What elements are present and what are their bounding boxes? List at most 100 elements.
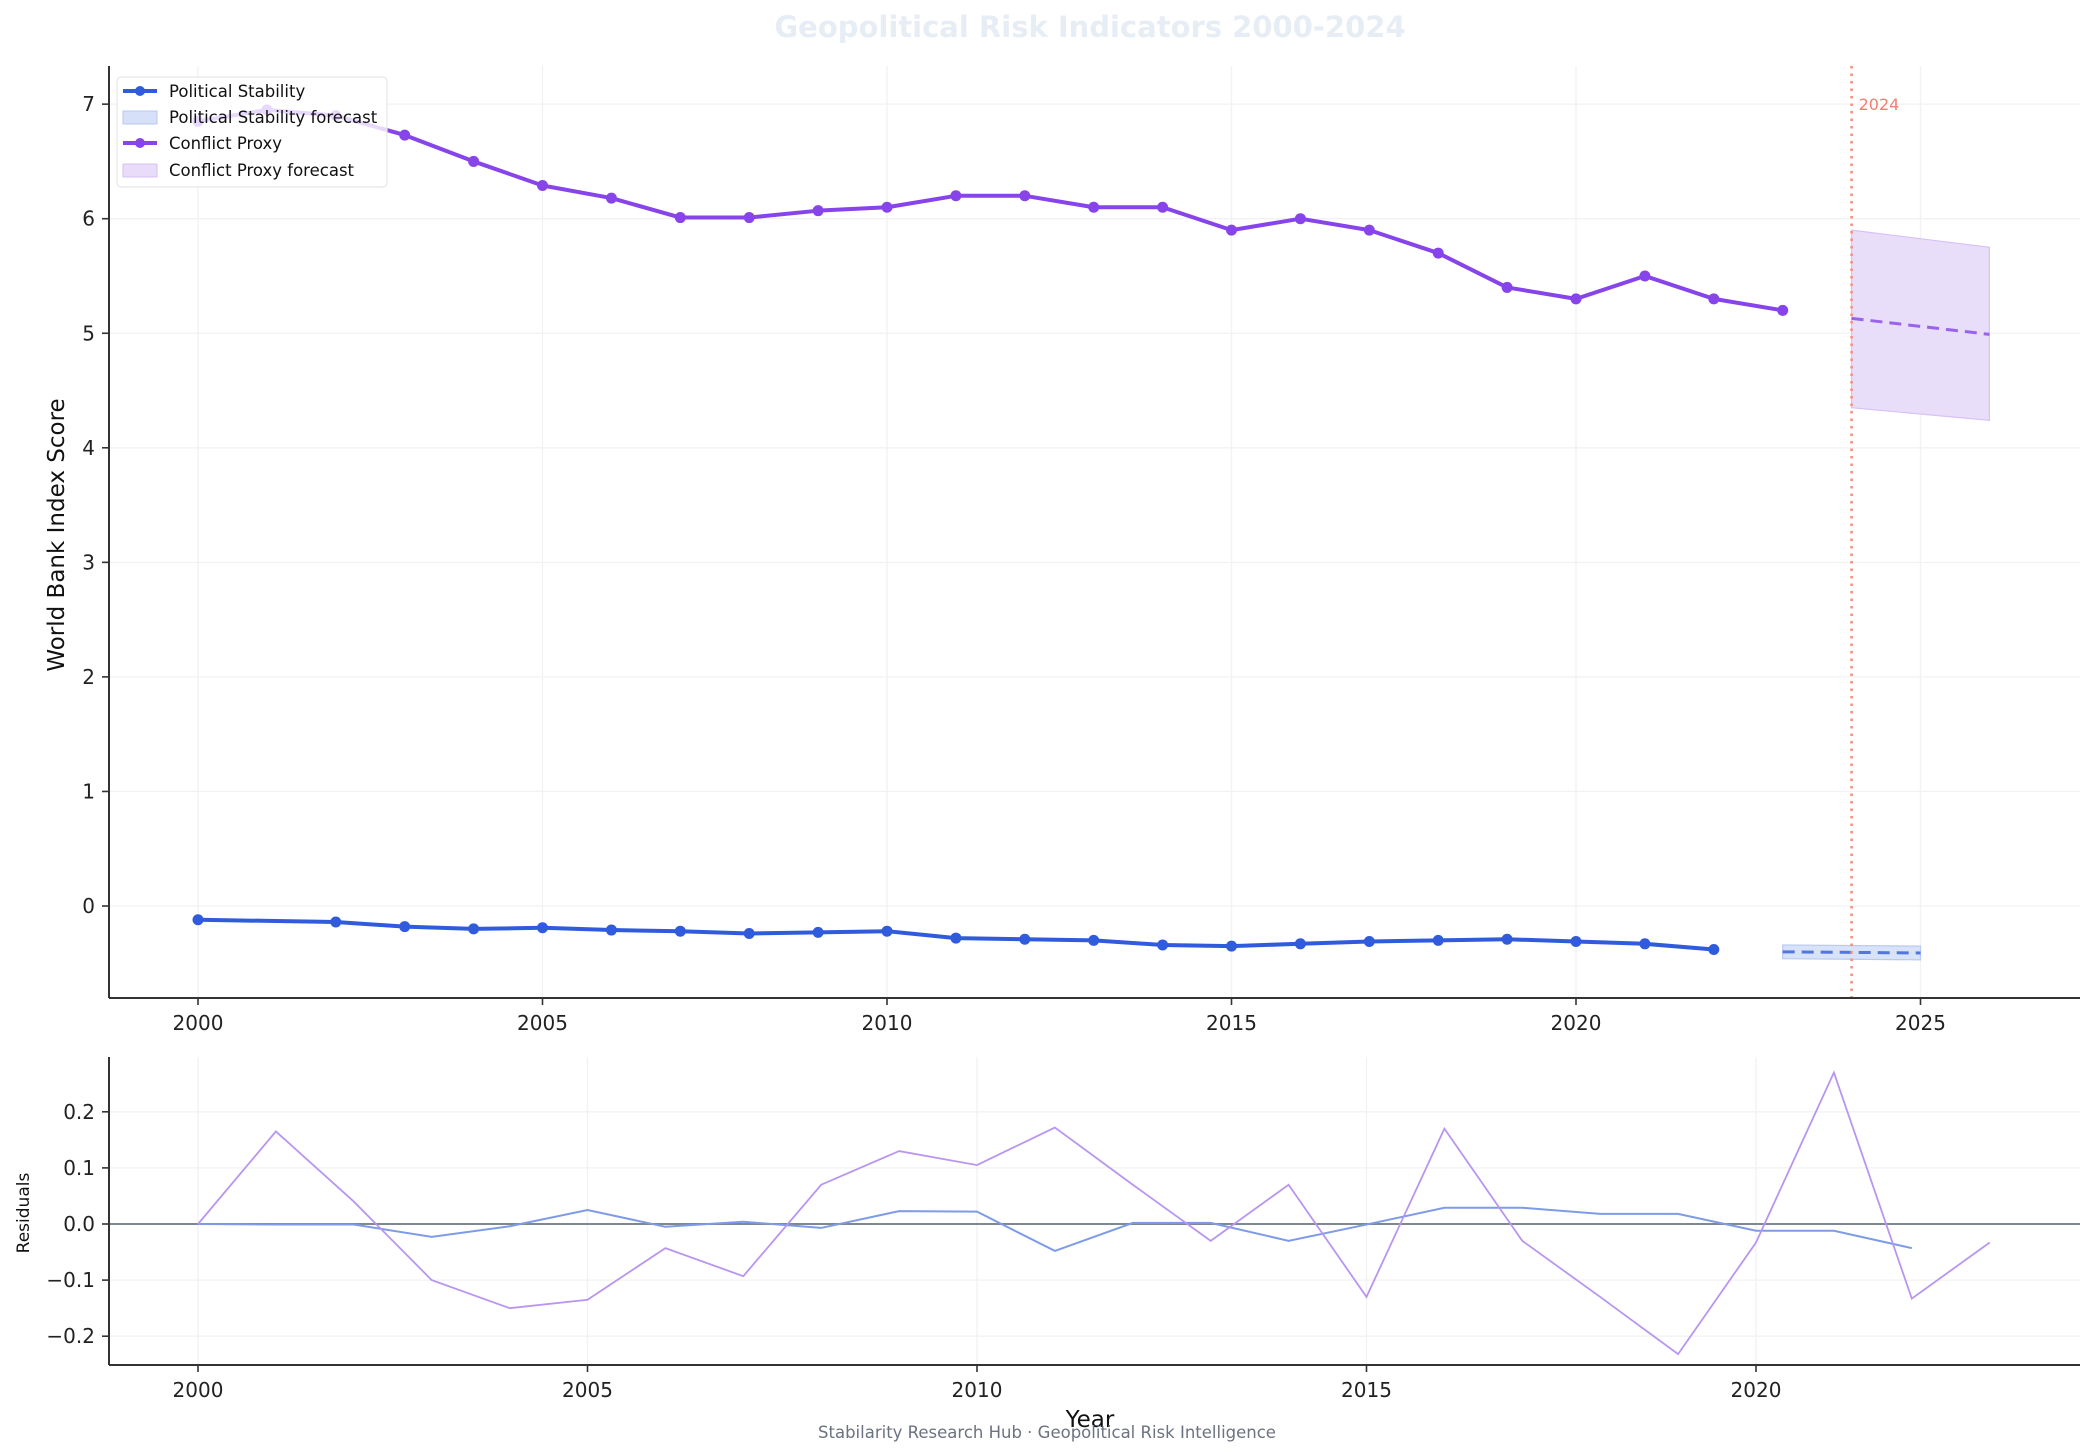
y-tick-label: 1 — [82, 779, 95, 803]
data-point — [1088, 934, 1100, 946]
footer-credit: Stabilarity Research Hub · Geopolitical … — [818, 1423, 1276, 1442]
legend-label: Political Stability — [169, 82, 305, 101]
residual-y-tick-label: −0.2 — [46, 1324, 95, 1348]
x-tick-label: 2020 — [1551, 1011, 1602, 1035]
legend-item-political-stability: Political Stability — [123, 82, 305, 101]
y-tick-label: 3 — [82, 550, 95, 574]
residual-y-tick-label: 0.1 — [63, 1156, 95, 1180]
data-point — [468, 923, 480, 935]
data-point — [330, 916, 342, 928]
data-point — [1294, 213, 1306, 225]
data-point — [1432, 934, 1444, 946]
data-point — [881, 925, 893, 937]
data-point — [605, 192, 617, 204]
residual-x-tick-label: 2000 — [173, 1378, 224, 1402]
data-point — [1570, 293, 1582, 305]
data-point — [1432, 247, 1444, 259]
data-point — [950, 932, 962, 944]
y-tick-label: 5 — [82, 321, 95, 345]
residual-y-tick-label: −0.1 — [46, 1268, 95, 1292]
y-tick-label: 2 — [82, 665, 95, 689]
y-tick-label: 0 — [82, 894, 95, 918]
data-point — [1708, 293, 1720, 305]
data-point — [1019, 933, 1031, 945]
data-point — [1501, 281, 1513, 293]
data-point — [1501, 933, 1513, 945]
data-point — [605, 924, 617, 936]
x-tick-label: 2010 — [862, 1011, 913, 1035]
residual-x-tick-label: 2015 — [1341, 1378, 1392, 1402]
political-stability-series — [192, 914, 1720, 956]
forecast-start-marker: 2024 — [1850, 66, 1900, 998]
x-tick-label: 2015 — [1206, 1011, 1257, 1035]
residual-series-lines — [197, 1070, 1991, 1356]
legend-frame — [116, 76, 388, 188]
data-point — [1708, 944, 1720, 956]
legend-label: Political Stability forecast — [169, 108, 378, 127]
residual-x-tick-label: 2020 — [1731, 1378, 1782, 1402]
data-point — [1157, 939, 1169, 951]
main-gridlines — [109, 66, 2080, 998]
legend-item-conflict-proxy-forecast: Conflict Proxy forecast — [122, 161, 355, 180]
data-point — [399, 921, 411, 933]
main-axes: 0 1 2 3 4 5 6 7 2000 2005 2010 2015 2020 2025 — [82, 66, 2080, 1035]
data-point — [399, 129, 411, 141]
main-plot-panel: 2024 0 1 2 3 4 5 6 7 2000 2005 2010 2015 2020 2025 Wo… — [44, 66, 2080, 1035]
data-point — [1088, 201, 1100, 213]
data-point — [1639, 270, 1651, 282]
legend-label: Conflict Proxy — [169, 134, 282, 153]
residual-y-axis-label: Residuals — [14, 1173, 34, 1254]
data-point — [1226, 940, 1237, 952]
data-point — [1019, 190, 1031, 202]
data-point — [743, 927, 755, 939]
residual-x-tick-label: 2010 — [952, 1378, 1003, 1402]
data-point — [1226, 224, 1237, 236]
legend-item-conflict-proxy: Conflict Proxy — [123, 134, 282, 153]
conflict-proxy-forecast-line — [1851, 316, 1990, 336]
conflict-proxy-series — [192, 104, 1789, 316]
data-point — [812, 926, 824, 938]
x-tick-label: 2000 — [173, 1011, 224, 1035]
main-y-axis-label: World Bank Index Score — [44, 398, 70, 671]
political-stability-residual-line — [197, 1206, 1913, 1253]
data-point — [1363, 936, 1375, 948]
legend: Political Stability Political Stability … — [116, 76, 388, 188]
residual-y-tick-label: 0.2 — [63, 1100, 95, 1124]
residual-x-axis-label: Year — [1065, 1407, 1115, 1433]
conflict-proxy-residual-line — [197, 1070, 1991, 1356]
data-point — [192, 914, 204, 926]
y-tick-label: 6 — [82, 207, 95, 231]
x-tick-label: 2005 — [517, 1011, 568, 1035]
x-tick-label: 2025 — [1895, 1011, 1946, 1035]
data-point — [812, 205, 824, 217]
data-point — [468, 155, 480, 167]
data-point — [743, 212, 755, 224]
data-point — [1639, 938, 1651, 950]
chart-title: Geopolitical Risk Indicators 2000-2024 — [774, 10, 1405, 44]
data-point — [674, 925, 686, 937]
legend-label: Conflict Proxy forecast — [169, 161, 355, 180]
forecast-start-label: 2024 — [1859, 95, 1900, 114]
y-tick-label: 7 — [82, 92, 95, 116]
data-point — [1570, 936, 1582, 948]
data-point — [1294, 938, 1306, 950]
data-point — [674, 212, 686, 224]
conflict-proxy-forecast-band — [1850, 229, 1991, 421]
data-point — [1777, 304, 1789, 316]
data-point — [950, 190, 962, 202]
data-point — [881, 201, 893, 213]
data-point — [1157, 201, 1169, 213]
residual-gridlines — [109, 1057, 2080, 1365]
residual-axes: 0.2 0.1 0.0 −0.1 −0.2 2000 2005 2010 2015 2020 — [46, 1057, 2080, 1402]
residual-y-tick-label: 0.0 — [63, 1212, 95, 1236]
data-point — [537, 922, 548, 934]
main-series-lines — [192, 104, 1789, 956]
legend-item-political-stability-forecast: Political Stability forecast — [122, 108, 378, 127]
y-tick-label: 4 — [82, 436, 95, 460]
forecast-bands — [1782, 229, 1991, 961]
data-point — [1363, 224, 1375, 236]
residual-x-tick-label: 2005 — [562, 1378, 613, 1402]
residual-plot-panel: 0.2 0.1 0.0 −0.1 −0.2 2000 2005 2010 2015 2020 Re… — [14, 1057, 2080, 1433]
data-point — [537, 179, 548, 191]
